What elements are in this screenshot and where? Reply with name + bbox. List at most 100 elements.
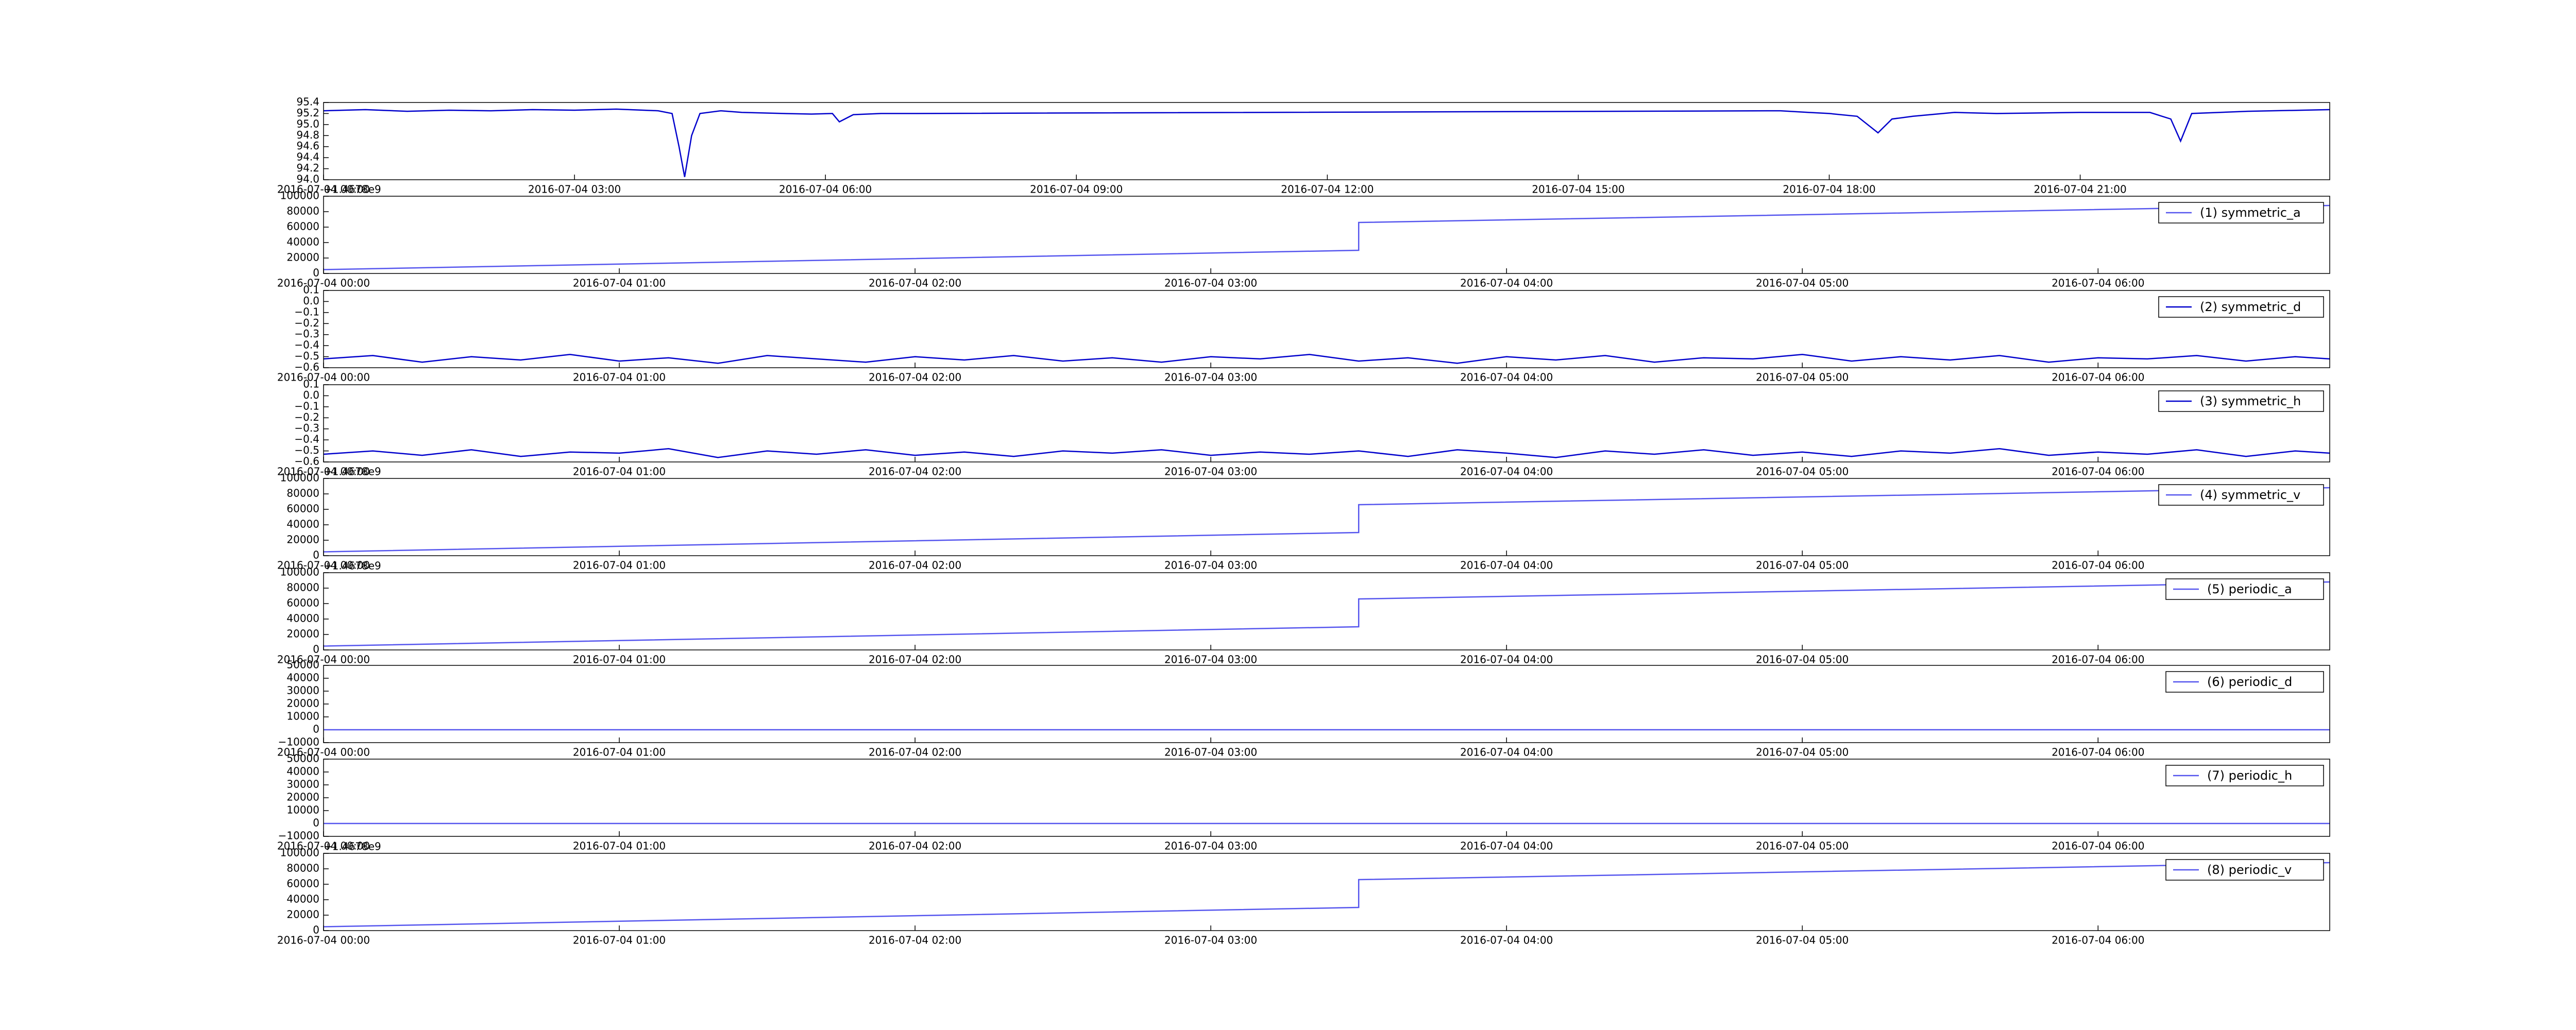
y-tick-label: 30000 xyxy=(286,684,319,697)
y-tick-label: −0.4 xyxy=(294,339,319,351)
y-tick-label: 0 xyxy=(313,643,319,656)
axes-frame xyxy=(323,853,2330,931)
x-tick-label: 2016-07-04 00:00 xyxy=(277,934,370,947)
y-tick-label: 20000 xyxy=(286,697,319,710)
x-tick-label: 2016-07-04 06:00 xyxy=(2052,466,2144,478)
x-tick-label: 2016-07-04 05:00 xyxy=(1756,746,1849,759)
x-tick-label: 2016-07-04 01:00 xyxy=(573,277,666,289)
y-tick-label: 80000 xyxy=(286,487,319,500)
y-tick-label: 20000 xyxy=(286,534,319,546)
legend-label: (8) periodic_v xyxy=(2207,863,2292,877)
y-tick-label: 40000 xyxy=(286,518,319,530)
y-tick-label: 0 xyxy=(313,549,319,561)
y-tick-label: 100000 xyxy=(280,472,319,484)
x-tick-label: 2016-07-04 03:00 xyxy=(1164,466,1257,478)
offset-text: +1.4678e9 xyxy=(324,466,381,478)
x-tick-label: 2016-07-04 02:00 xyxy=(869,746,961,759)
x-tick-label: 2016-07-04 06:00 xyxy=(2052,934,2144,947)
x-tick-label: 2016-07-04 01:00 xyxy=(573,746,666,759)
y-tick-label: −0.2 xyxy=(294,317,319,329)
y-tick-label: 0.0 xyxy=(303,389,319,401)
x-tick-label: 2016-07-04 01:00 xyxy=(573,466,666,478)
y-tick-label: 94.6 xyxy=(296,140,319,152)
series-line xyxy=(323,487,2330,553)
y-tick-label: 100000 xyxy=(280,847,319,859)
x-tick-label: 2016-07-04 02:00 xyxy=(869,466,961,478)
series-line xyxy=(323,581,2330,647)
y-tick-label: 60000 xyxy=(286,878,319,890)
x-tick-label: 2016-07-04 04:00 xyxy=(1460,277,1553,289)
x-tick-label: 2016-07-04 02:00 xyxy=(869,654,961,666)
y-tick-label: −10000 xyxy=(278,736,319,748)
y-tick-label: 60000 xyxy=(286,220,319,233)
y-tick-label: 0 xyxy=(313,924,319,936)
y-tick-label: 80000 xyxy=(286,205,319,217)
x-tick-label: 2016-07-04 06:00 xyxy=(2052,746,2144,759)
y-tick-label: 40000 xyxy=(286,236,319,248)
y-tick-label: −0.4 xyxy=(294,433,319,445)
x-tick-label: 2016-07-04 06:00 xyxy=(2052,559,2144,572)
x-tick-label: 2016-07-04 03:00 xyxy=(1164,277,1257,289)
x-tick-label: 2016-07-04 06:00 xyxy=(2052,654,2144,666)
x-tick-label: 2016-07-04 00:00 xyxy=(277,654,370,666)
y-tick-label: 50000 xyxy=(286,659,319,671)
offset-text: +1.4678e9 xyxy=(324,183,381,196)
x-tick-label: 2016-07-04 04:00 xyxy=(1460,466,1553,478)
y-tick-label: −0.1 xyxy=(294,400,319,412)
legend-label: (5) periodic_a xyxy=(2207,582,2292,596)
y-tick-label: 94.4 xyxy=(296,151,319,163)
y-tick-label: 95.2 xyxy=(296,107,319,119)
x-tick-label: 2016-07-04 05:00 xyxy=(1756,277,1849,289)
series-line xyxy=(323,862,2330,928)
x-tick-label: 2016-07-04 05:00 xyxy=(1756,654,1849,666)
y-tick-label: 40000 xyxy=(286,672,319,684)
y-tick-label: 80000 xyxy=(286,581,319,594)
x-tick-label: 2016-07-04 06:00 xyxy=(2052,840,2144,852)
x-tick-label: 2016-07-04 05:00 xyxy=(1756,840,1849,852)
x-tick-label: 2016-07-04 03:00 xyxy=(1164,654,1257,666)
axes-frame xyxy=(323,196,2330,274)
x-tick-label: 2016-07-04 05:00 xyxy=(1756,559,1849,572)
y-tick-label: −0.5 xyxy=(294,350,319,362)
x-tick-label: 2016-07-04 04:00 xyxy=(1460,654,1553,666)
x-tick-label: 2016-07-04 06:00 xyxy=(2052,371,2144,384)
y-tick-label: 0.1 xyxy=(303,284,319,296)
y-tick-label: 30000 xyxy=(286,778,319,791)
x-tick-label: 2016-07-04 03:00 xyxy=(528,183,621,196)
axes-frame xyxy=(323,478,2330,556)
legend-label: (3) symmetric_h xyxy=(2200,394,2301,408)
y-tick-label: −0.2 xyxy=(294,411,319,423)
x-tick-label: 2016-07-04 04:00 xyxy=(1460,559,1553,572)
y-tick-label: 95.4 xyxy=(296,96,319,108)
legend-label: (7) periodic_h xyxy=(2207,768,2292,783)
x-tick-label: 2016-07-04 06:00 xyxy=(779,183,872,196)
x-tick-label: 2016-07-04 02:00 xyxy=(869,934,961,947)
x-tick-label: 2016-07-04 00:00 xyxy=(277,183,370,196)
x-tick-label: 2016-07-04 03:00 xyxy=(1164,840,1257,852)
legend-label: (1) symmetric_a xyxy=(2200,205,2301,220)
x-tick-label: 2016-07-04 09:00 xyxy=(1030,183,1123,196)
x-tick-label: 2016-07-04 05:00 xyxy=(1756,371,1849,384)
x-tick-label: 2016-07-04 03:00 xyxy=(1164,746,1257,759)
y-tick-label: 10000 xyxy=(286,804,319,816)
x-tick-label: 2016-07-04 03:00 xyxy=(1164,371,1257,384)
axes-frame xyxy=(323,665,2330,743)
x-tick-label: 2016-07-04 21:00 xyxy=(2034,183,2127,196)
y-tick-label: 40000 xyxy=(286,765,319,778)
series-line xyxy=(323,204,2330,270)
legend-label: (2) symmetric_d xyxy=(2200,300,2301,314)
series-line xyxy=(323,108,2330,177)
y-tick-label: 100000 xyxy=(280,566,319,578)
y-tick-label: 20000 xyxy=(286,251,319,264)
y-tick-label: 94.8 xyxy=(296,129,319,141)
x-tick-label: 2016-07-04 05:00 xyxy=(1756,466,1849,478)
legend-label: (4) symmetric_v xyxy=(2200,488,2300,502)
x-tick-label: 2016-07-04 04:00 xyxy=(1460,934,1553,947)
offset-text: +1.4678e9 xyxy=(324,560,381,572)
x-tick-label: 2016-07-04 01:00 xyxy=(573,654,666,666)
axes-frame xyxy=(323,102,2330,180)
y-tick-label: 95.0 xyxy=(296,117,319,130)
y-tick-label: 0.1 xyxy=(303,378,319,390)
y-tick-label: 94.0 xyxy=(296,173,319,185)
